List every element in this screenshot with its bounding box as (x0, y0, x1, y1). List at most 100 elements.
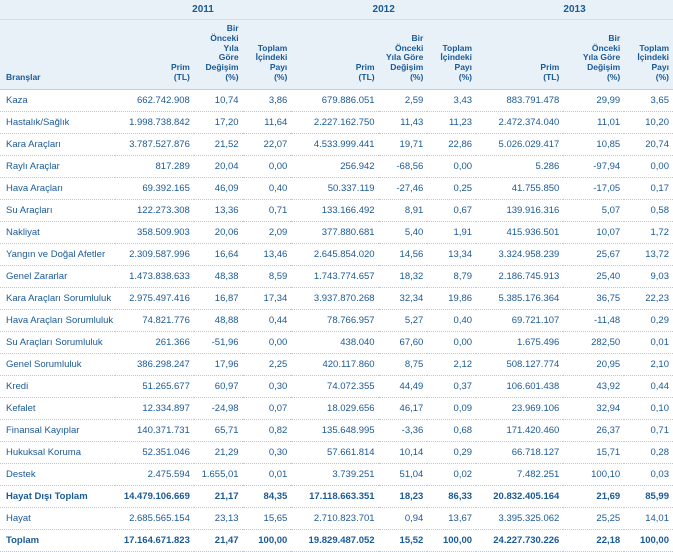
share-2011: 0,44 (243, 309, 292, 331)
share-2013: 0,10 (624, 397, 673, 419)
row-label: Yangın ve Doğal Afetler (0, 243, 115, 265)
prim-2012: 438.040 (291, 331, 378, 353)
share-2011: 100,00 (243, 529, 292, 551)
share-2012: 0,37 (427, 375, 476, 397)
change-2012: 2,59 (379, 89, 428, 111)
share-2012: 11,23 (427, 111, 476, 133)
change-2012: 8,91 (379, 199, 428, 221)
prim-2011: 261.366 (115, 331, 194, 353)
prim-2013: 41.755.850 (476, 177, 563, 199)
prim-2013: 66.718.127 (476, 441, 563, 463)
table-row: Hava Araçları Sorumluluk74.821.77648,880… (0, 309, 673, 331)
change-2011: 65,71 (194, 419, 243, 441)
year-2013: 2013 (476, 0, 673, 20)
table-row: Hukuksal Koruma52.351.04621,290,3057.661… (0, 441, 673, 463)
prim-2013: 7.482.251 (476, 463, 563, 485)
share-2013: 20,74 (624, 133, 673, 155)
prim-2012: 57.661.814 (291, 441, 378, 463)
prim-2011: 17.164.671.823 (115, 529, 194, 551)
table-row: Nakliyat358.509.90320,062,09377.880.6815… (0, 221, 673, 243)
header-change-2012: BirÖncekiYıla GöreDeğişim(%) (379, 20, 428, 90)
row-label: Hukuksal Koruma (0, 441, 115, 463)
insurance-branches-table: 2011 2012 2013 Branşlar Prim(TL) BirÖnce… (0, 0, 673, 552)
change-2013: 32,94 (563, 397, 624, 419)
prim-2012: 2.645.854.020 (291, 243, 378, 265)
change-2011: 20,06 (194, 221, 243, 243)
table-row: Kara Araçları Sorumluluk2.975.497.41616,… (0, 287, 673, 309)
prim-2013: 139.916.316 (476, 199, 563, 221)
change-2013: 11,01 (563, 111, 624, 133)
prim-2011: 2.685.565.154 (115, 507, 194, 529)
change-2012: 8,75 (379, 353, 428, 375)
change-2012: 14,56 (379, 243, 428, 265)
table-row: Hayat2.685.565.15423,1315,652.710.823.70… (0, 507, 673, 529)
change-2011: 46,09 (194, 177, 243, 199)
share-2013: 13,72 (624, 243, 673, 265)
share-2013: 0,01 (624, 331, 673, 353)
change-2012: 18,23 (379, 485, 428, 507)
change-2012: 10,14 (379, 441, 428, 463)
share-2013: 2,10 (624, 353, 673, 375)
prim-2013: 23.969.106 (476, 397, 563, 419)
change-2011: 48,38 (194, 265, 243, 287)
share-2012: 0,25 (427, 177, 476, 199)
table-row: Genel Zararlar1.473.838.63348,388,591.74… (0, 265, 673, 287)
share-2012: 86,33 (427, 485, 476, 507)
change-2013: 25,40 (563, 265, 624, 287)
prim-2011: 74.821.776 (115, 309, 194, 331)
row-label: Genel Sorumluluk (0, 353, 115, 375)
table-row: Su Araçları Sorumluluk261.366-51,960,004… (0, 331, 673, 353)
change-2013: 282,50 (563, 331, 624, 353)
share-2012: 0,00 (427, 155, 476, 177)
prim-2013: 5.286 (476, 155, 563, 177)
share-2012: 22,86 (427, 133, 476, 155)
table-row: Finansal Kayıplar140.371.73165,710,82135… (0, 419, 673, 441)
share-2012: 8,79 (427, 265, 476, 287)
row-label: Kaza (0, 89, 115, 111)
change-2011: 10,74 (194, 89, 243, 111)
table-row: Kefalet12.334.897-24,980,0718.029.65646,… (0, 397, 673, 419)
row-label: Kara Araçları (0, 133, 115, 155)
prim-2011: 1.473.838.633 (115, 265, 194, 287)
prim-2012: 420.117.860 (291, 353, 378, 375)
change-2011: 17,20 (194, 111, 243, 133)
table-row: Genel Sorumluluk386.298.24717,962,25420.… (0, 353, 673, 375)
table-row: Kara Araçları3.787.527.87621,5222,074.53… (0, 133, 673, 155)
table-row: Toplam17.164.671.82321,47100,0019.829.48… (0, 529, 673, 551)
prim-2012: 135.648.995 (291, 419, 378, 441)
share-2011: 3,86 (243, 89, 292, 111)
share-2013: 14,01 (624, 507, 673, 529)
prim-2013: 20.832.405.164 (476, 485, 563, 507)
table-row: Kaza662.742.90810,743,86679.886.0512,593… (0, 89, 673, 111)
share-2013: 0,00 (624, 155, 673, 177)
prim-2012: 1.743.774.657 (291, 265, 378, 287)
prim-2013: 415.936.501 (476, 221, 563, 243)
prim-2013: 508.127.774 (476, 353, 563, 375)
prim-2011: 2.475.594 (115, 463, 194, 485)
header-share-2012: ToplamİçindekiPayı(%) (427, 20, 476, 90)
share-2013: 0,29 (624, 309, 673, 331)
share-2011: 2,09 (243, 221, 292, 243)
share-2013: 0,44 (624, 375, 673, 397)
header-share-2011: ToplamİçindekiPayı(%) (243, 20, 292, 90)
row-label: Hayat Dışı Toplam (0, 485, 115, 507)
row-label: Raylı Araçlar (0, 155, 115, 177)
prim-2013: 2.186.745.913 (476, 265, 563, 287)
prim-2013: 106.601.438 (476, 375, 563, 397)
change-2013: 43,92 (563, 375, 624, 397)
prim-2011: 662.742.908 (115, 89, 194, 111)
prim-2012: 19.829.487.052 (291, 529, 378, 551)
share-2012: 0,68 (427, 419, 476, 441)
table-row: Hayat Dışı Toplam14.479.106.66921,1784,3… (0, 485, 673, 507)
header-prim-2012: Prim(TL) (291, 20, 378, 90)
change-2012: 11,43 (379, 111, 428, 133)
share-2011: 0,30 (243, 375, 292, 397)
prim-2011: 51.265.677 (115, 375, 194, 397)
row-label: Hava Araçları Sorumluluk (0, 309, 115, 331)
share-2012: 0,09 (427, 397, 476, 419)
header-prim-2013: Prim(TL) (476, 20, 563, 90)
row-label: Kefalet (0, 397, 115, 419)
change-2012: 5,27 (379, 309, 428, 331)
row-label: Destek (0, 463, 115, 485)
share-2011: 8,59 (243, 265, 292, 287)
